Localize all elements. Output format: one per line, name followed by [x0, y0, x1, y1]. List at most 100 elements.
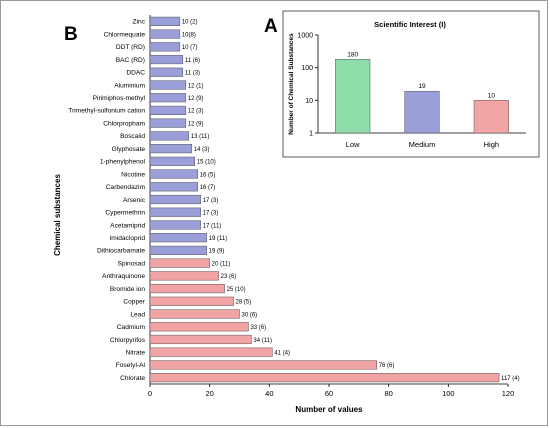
category-label: Copper — [123, 299, 145, 306]
bar-value-label: 16 (5) — [200, 172, 216, 178]
category-label: Dithiocarbamate — [97, 248, 145, 255]
bar-anthraquinone — [149, 271, 219, 281]
bar-1-phenylphenol — [149, 156, 195, 166]
category-label: Nicotine — [121, 171, 145, 178]
bar-value-label: 41 (4) — [274, 350, 290, 356]
bar-value-label: 33 (6) — [250, 325, 266, 331]
panel-a-title: Scientific Interest (I) — [374, 20, 446, 29]
panel-b-y-axis-label: Chemical substances — [53, 174, 62, 256]
bar-zinc — [149, 16, 181, 26]
bar-value-label: 10 — [488, 92, 496, 99]
category-label: High — [484, 140, 499, 149]
bar-chlorpyrifos — [149, 334, 252, 345]
bar-chlormequate — [149, 29, 181, 39]
bar-chlorate — [149, 373, 500, 383]
panel-a-chart: A Scientific Interest (I) Number of Chem… — [264, 10, 540, 158]
category-label: Lead — [130, 311, 145, 318]
bar-value-label: 180 — [347, 51, 358, 58]
bar-value-label: 10 (7) — [182, 45, 198, 51]
bar-nitrate — [149, 347, 273, 357]
bar-value-label: 19 (11) — [209, 236, 228, 242]
category-label: Cypermethrin — [105, 210, 145, 217]
bar-value-label: 10 (2) — [182, 20, 198, 26]
bar-value-label: 117 (4) — [501, 376, 520, 382]
category-label: Pirimiphos-methyl — [93, 95, 146, 102]
bar-value-label: 12 (3) — [188, 109, 204, 115]
bar-ddac — [149, 67, 184, 77]
panel-a-letter: A — [264, 16, 278, 37]
x-tick-label: 120 — [502, 389, 515, 398]
bar-pirimiphos-methyl — [149, 93, 187, 103]
bar-high — [473, 100, 509, 134]
bar-copper — [149, 296, 234, 306]
bar-value-label: 12 (1) — [188, 83, 204, 89]
category-label: DDAC — [126, 70, 145, 77]
category-label: Nitrate — [126, 349, 146, 356]
category-label: Medium — [409, 140, 436, 149]
bar-cypermethrin — [149, 207, 201, 217]
bar-glyphosate — [149, 144, 193, 154]
panel-a-y-axis-label: Number of Chemical Substances — [288, 33, 295, 135]
panel-b-x-axis-label: Number of values — [295, 405, 363, 414]
bar-carbendazim — [149, 182, 198, 192]
bar-value-label: 76 (6) — [379, 363, 395, 369]
y-tick-label: 1 — [309, 131, 313, 138]
category-label: Aluminium — [114, 82, 145, 89]
bar-dithiocarbamate — [149, 245, 207, 255]
y-tick-label: 100 — [301, 65, 313, 72]
category-label: Chlormequate — [104, 31, 146, 38]
bar-low — [335, 59, 371, 134]
x-tick-label: 40 — [265, 389, 273, 398]
category-label: Anthraquinone — [102, 273, 145, 280]
bar-value-label: 25 (10) — [227, 287, 246, 293]
bar-value-label: 17 (3) — [203, 211, 219, 217]
bar-aluminium — [149, 80, 187, 90]
bar-value-label: 11 (3) — [185, 71, 200, 77]
category-label: Cadmium — [117, 324, 146, 331]
category-label: Carbendazim — [106, 184, 146, 191]
bar-trimethyl-sulfonium-cation — [149, 105, 187, 115]
bar-cadmium — [149, 322, 249, 332]
bar-spinosad — [149, 258, 210, 268]
category-label: 1-phenylphenol — [100, 159, 146, 166]
bar-bromide-ion — [149, 283, 225, 294]
bar-value-label: 14 (3) — [194, 147, 210, 153]
x-tick-label: 0 — [148, 389, 152, 398]
category-label: Chlorpyrifos — [110, 337, 146, 344]
bar-value-label: 17 (3) — [203, 198, 219, 204]
x-tick-label: 60 — [325, 389, 333, 398]
x-tick-label: 80 — [384, 389, 392, 398]
bar-value-label: 13 (11) — [191, 134, 210, 140]
category-label: Glyphosate — [112, 146, 146, 153]
category-label: Chlorpropham — [103, 120, 145, 127]
bar-fosetyl-al — [149, 360, 377, 370]
bar-value-label: 23 (6) — [221, 274, 237, 280]
bar-value-label: 12 (9) — [188, 96, 204, 102]
category-label: Fosetyl-Al — [116, 362, 146, 369]
bar-bac-rd- — [149, 54, 184, 65]
x-tick-label: 100 — [442, 389, 455, 398]
bar-nicotine — [149, 169, 198, 179]
bar-value-label: 11 (6) — [185, 58, 200, 64]
bar-value-label: 15 (10) — [197, 160, 216, 166]
panel-b-chart: B Chemical substances Number of values Z… — [53, 15, 520, 414]
panel-a-border — [282, 10, 540, 158]
category-label: Chlorate — [120, 375, 145, 382]
y-tick-label: 1000 — [297, 33, 313, 40]
x-tick-label: 20 — [205, 389, 213, 398]
bar-imidacloprid — [149, 233, 207, 243]
category-label: Boscalid — [120, 133, 145, 140]
y-tick-label: 10 — [305, 98, 313, 105]
category-label: DDT (RD) — [116, 44, 145, 51]
category-label: Trimethyl-sulfonium cation — [68, 108, 145, 115]
category-label: Zinc — [133, 19, 146, 26]
bar-value-label: 16 (7) — [200, 185, 216, 191]
bar-value-label: 19 (9) — [209, 249, 225, 255]
category-label: Imidacloprid — [109, 235, 145, 242]
bar-ddt-rd- — [149, 42, 181, 52]
bar-value-label: 20 (11) — [212, 261, 231, 267]
bar-chlorpropham — [149, 118, 187, 128]
bar-value-label: 34 (11) — [253, 338, 272, 344]
